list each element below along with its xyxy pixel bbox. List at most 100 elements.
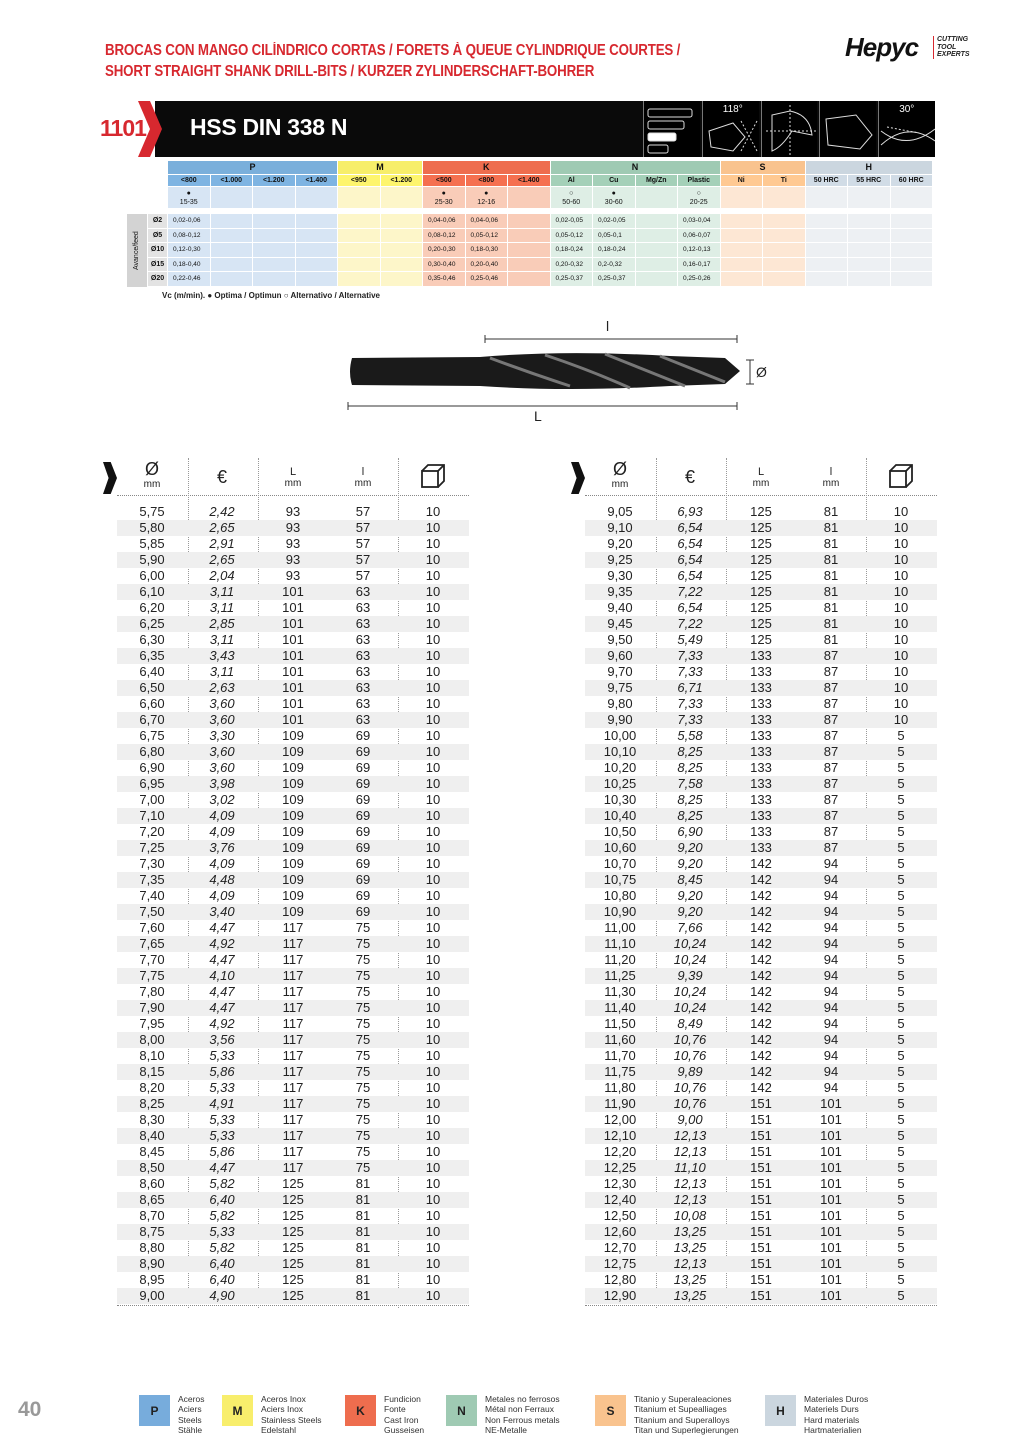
flute-length-cell: 75 — [355, 1064, 371, 1079]
price-cell: 13,25 — [673, 1224, 707, 1239]
feed-cell — [210, 214, 252, 228]
flute-length-cell: 81 — [823, 504, 839, 519]
diameter-cell: 6,80 — [139, 744, 165, 759]
feed-cell: 0,04-0,06 — [423, 214, 465, 228]
legend-swatch: S — [595, 1395, 626, 1426]
total-length-cell: 117 — [282, 1160, 304, 1175]
feed-cell — [635, 214, 677, 228]
pack-quantity-cell: 5 — [897, 792, 905, 807]
table-row: 5,90 2,65 93 57 10 — [117, 552, 469, 568]
flute-length-cell: 75 — [355, 1160, 371, 1175]
price-cell: 13,25 — [673, 1288, 707, 1303]
flute-length-cell: 101 — [820, 1112, 842, 1127]
feed-cell: 0,05-0,12 — [550, 228, 592, 243]
table-row: 7,70 4,47 117 75 10 — [117, 952, 469, 968]
price-cell: 6,90 — [677, 824, 703, 839]
vc-value: 15-35 — [179, 199, 198, 206]
table-row: 9,50 5,49 125 81 10 — [585, 632, 937, 648]
flute-length-cell: 101 — [820, 1288, 842, 1303]
table-row: 8,70 5,82 125 81 10 — [117, 1208, 469, 1224]
price-cell: 3,11 — [209, 600, 235, 615]
flute-length-cell: 87 — [823, 776, 839, 791]
total-length-cell: 101 — [282, 584, 304, 599]
pack-quantity-cell: 10 — [425, 1256, 441, 1271]
table-row: 7,80 4,47 117 75 10 — [117, 984, 469, 1000]
material-group-H: H — [805, 161, 932, 174]
price-cell: 13,25 — [673, 1240, 707, 1255]
flute-length-cell: 69 — [355, 808, 371, 823]
table-row: 9,70 7,33 133 87 10 — [585, 664, 937, 680]
diameter-cell: 7,40 — [139, 888, 165, 903]
total-length-cell: 109 — [282, 760, 304, 775]
feed-cell — [805, 228, 847, 243]
price-cell: 5,33 — [209, 1128, 235, 1143]
legend-line: Titanium and Superalloys — [634, 1414, 730, 1425]
diameter-cell: 7,20 — [139, 824, 165, 839]
flute-length-cell: 75 — [355, 1112, 371, 1127]
table-row: 12,80 13,25 151 101 5 — [585, 1272, 937, 1288]
vc-cell — [848, 187, 890, 208]
pack-quantity-cell: 10 — [425, 872, 441, 887]
diameter-cell: 7,80 — [139, 984, 165, 999]
pack-quantity-cell: 10 — [425, 1192, 441, 1207]
diameter-header-text: Ø — [612, 459, 627, 479]
price-cell: 5,33 — [209, 1080, 235, 1095]
total-length-cell: 142 — [750, 872, 772, 887]
pack-quantity-cell: 10 — [425, 1000, 441, 1015]
vc-cell — [508, 187, 550, 208]
diameter-cell: 11,10 — [604, 936, 636, 951]
flute-length-cell: 94 — [823, 1032, 839, 1047]
diameter-cell: 5,90 — [139, 552, 165, 567]
vc-value: 50-60 — [562, 199, 581, 206]
total-length-cell: 101 — [282, 680, 304, 695]
feature-icons: 118° 30° — [643, 101, 936, 157]
pack-quantity-cell: 10 — [425, 664, 441, 679]
price-cell: 9,20 — [677, 856, 703, 871]
feed-label: Avance/feed — [127, 214, 147, 287]
legend-line: Materiales Duros — [804, 1394, 869, 1404]
price-cell: 5,86 — [209, 1144, 235, 1159]
feed-cell — [890, 214, 932, 228]
total-length-cell: 133 — [750, 808, 772, 823]
feed-cell — [253, 243, 295, 257]
diameter-label: Ø — [756, 364, 767, 380]
table-row: 5,75 2,42 93 57 10 — [117, 504, 469, 520]
pack-quantity-cell: 10 — [425, 584, 441, 599]
feed-cell — [763, 243, 805, 257]
price-cell: 7,58 — [677, 776, 703, 791]
total-length-cell: 133 — [750, 840, 772, 855]
feed-cell: 0,16-0,17 — [678, 257, 720, 272]
table-row: 12,10 12,13 151 101 5 — [585, 1128, 937, 1144]
material-subcolumn: Ni — [720, 175, 762, 186]
pack-quantity-cell: 10 — [425, 1144, 441, 1159]
table-row: 8,95 6,40 125 81 10 — [117, 1272, 469, 1288]
table-row: 7,75 4,10 117 75 10 — [117, 968, 469, 984]
pack-quantity-cell: 10 — [425, 904, 441, 919]
price-cell: 9,20 — [677, 840, 703, 855]
flute-length-cell: 69 — [355, 888, 371, 903]
helix-angle-icon: 30° — [878, 101, 936, 157]
total-length-cell: 101 — [282, 632, 304, 647]
diameter-cell: 7,35 — [139, 872, 165, 887]
vc-cell: ● 30-60 — [593, 187, 635, 208]
feed-cell — [253, 228, 295, 243]
legend-line: Steels — [178, 1414, 202, 1425]
pack-quantity-cell: 5 — [897, 776, 905, 791]
pack-quantity-cell: 10 — [893, 712, 909, 727]
price-cell: 3,30 — [209, 728, 235, 743]
table-row: 8,90 6,40 125 81 10 — [117, 1256, 469, 1272]
price-cell: 3,60 — [209, 712, 235, 727]
flute-length-cell: 57 — [355, 520, 371, 535]
diameter-cell: 8,60 — [139, 1176, 165, 1191]
total-length-cell: 93 — [285, 536, 301, 551]
total-length-cell: 142 — [750, 968, 772, 983]
total-length-cell: 109 — [282, 824, 304, 839]
vc-cell: ○ 50-60 — [550, 187, 592, 208]
table-row: 10,75 8,45 142 94 5 — [585, 872, 937, 888]
diameter-cell: 10,10 — [603, 744, 637, 759]
price-header: € — [655, 458, 725, 487]
diameter-cell: 6,75 — [139, 728, 165, 743]
diameter-cell: 7,25 — [139, 840, 165, 855]
feed-cell — [380, 243, 422, 257]
total-length-cell: 125 — [282, 1256, 304, 1271]
